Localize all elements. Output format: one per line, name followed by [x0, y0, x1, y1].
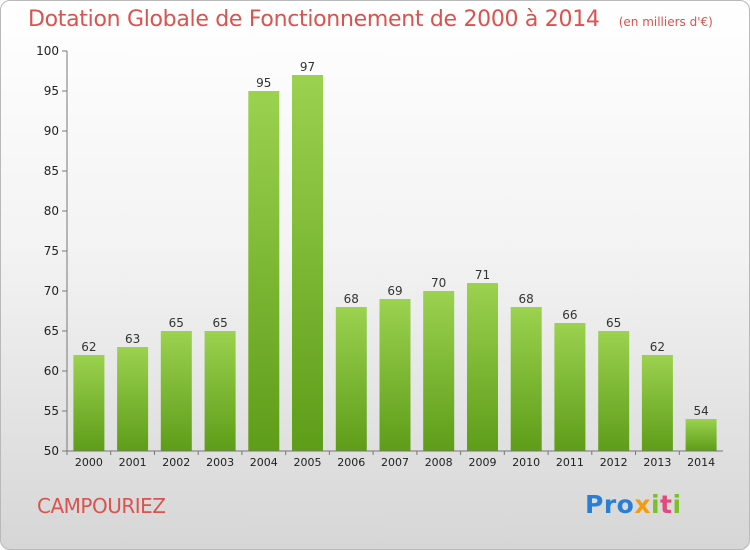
y-tick-label-65: 65 [44, 324, 59, 338]
data-label-2014: 54 [693, 404, 708, 418]
x-tick-label-2014: 2014 [687, 456, 715, 469]
data-label-2002: 65 [169, 316, 184, 330]
y-tick-label-50: 50 [44, 444, 59, 458]
x-tick-label-2000: 2000 [75, 456, 103, 469]
bar-2014 [685, 419, 717, 451]
bar-2003 [204, 331, 236, 451]
axes-group: 2000 2001 2002 2003 2004 2005 2006 2007 2008 2009… [36, 44, 723, 469]
bar-2013 [641, 355, 673, 451]
bar-2007 [379, 299, 411, 451]
logo-part-1: Pro [585, 490, 635, 519]
x-tick-label-2007: 2007 [381, 456, 409, 469]
x-tick-label-2001: 2001 [119, 456, 147, 469]
bars-group: 62 63 65 65 95 97 68 69 70 71 68 66 65 62 54 [73, 60, 717, 451]
data-label-2008: 70 [431, 276, 446, 290]
logo-part-3: i [650, 490, 661, 519]
bar-2005 [292, 75, 323, 451]
bar-2009 [467, 283, 498, 451]
logo-part-2: x [634, 490, 651, 519]
data-label-2007: 69 [387, 284, 402, 298]
y-tick-label-100: 100 [36, 44, 59, 58]
x-tick-label-2013: 2013 [643, 456, 671, 469]
y-tick-label-95: 95 [44, 84, 59, 98]
chart-title-block: Dotation Globale de Fonctionnement de 20… [28, 7, 713, 32]
data-label-2003: 65 [212, 316, 227, 330]
x-tick-label-2005: 2005 [294, 456, 322, 469]
bar-2011 [554, 323, 586, 451]
data-label-2011: 66 [562, 308, 577, 322]
proxiti-logo[interactable]: Proxiti [585, 490, 682, 519]
chart-title: Dotation Globale de Fonctionnement de 20… [28, 7, 600, 32]
data-label-2012: 65 [606, 316, 621, 330]
x-tick-label-2010: 2010 [512, 456, 540, 469]
x-tick-label-2003: 2003 [206, 456, 234, 469]
x-tick-label-2002: 2002 [162, 456, 190, 469]
bar-2006 [335, 307, 367, 451]
logo-part-5: i [672, 490, 682, 519]
bar-2012 [598, 331, 630, 451]
bar-2010 [510, 307, 542, 451]
data-label-2005: 97 [300, 60, 315, 74]
bar-2008 [423, 291, 455, 451]
data-label-2004: 95 [256, 76, 271, 90]
y-tick-label-80: 80 [44, 204, 59, 218]
x-tick-label-2011: 2011 [556, 456, 584, 469]
data-label-2010: 68 [519, 292, 534, 306]
data-label-2009: 71 [475, 268, 490, 282]
y-tick-label-85: 85 [44, 164, 59, 178]
y-tick-label-75: 75 [44, 244, 59, 258]
y-tick-label-90: 90 [44, 124, 59, 138]
data-label-2006: 68 [344, 292, 359, 306]
y-tick-label-70: 70 [44, 284, 59, 298]
chart-subtitle: (en milliers d'€) [618, 15, 713, 29]
town-name: CAMPOURIEZ [37, 494, 166, 518]
data-label-2013: 62 [650, 340, 665, 354]
bar-2000 [73, 355, 105, 451]
bar-2002 [160, 331, 192, 451]
data-label-2001: 63 [125, 332, 140, 346]
y-tick-label-60: 60 [44, 364, 59, 378]
bar-2001 [117, 347, 149, 451]
data-label-2000: 62 [81, 340, 96, 354]
x-tick-label-2004: 2004 [250, 456, 278, 469]
bar-2004 [248, 91, 280, 451]
logo-part-4: t [660, 490, 673, 519]
x-tick-label-2009: 2009 [469, 456, 497, 469]
x-tick-label-2008: 2008 [425, 456, 453, 469]
x-tick-label-2012: 2012 [600, 456, 628, 469]
y-tick-label-55: 55 [44, 404, 59, 418]
x-tick-label-2006: 2006 [337, 456, 365, 469]
